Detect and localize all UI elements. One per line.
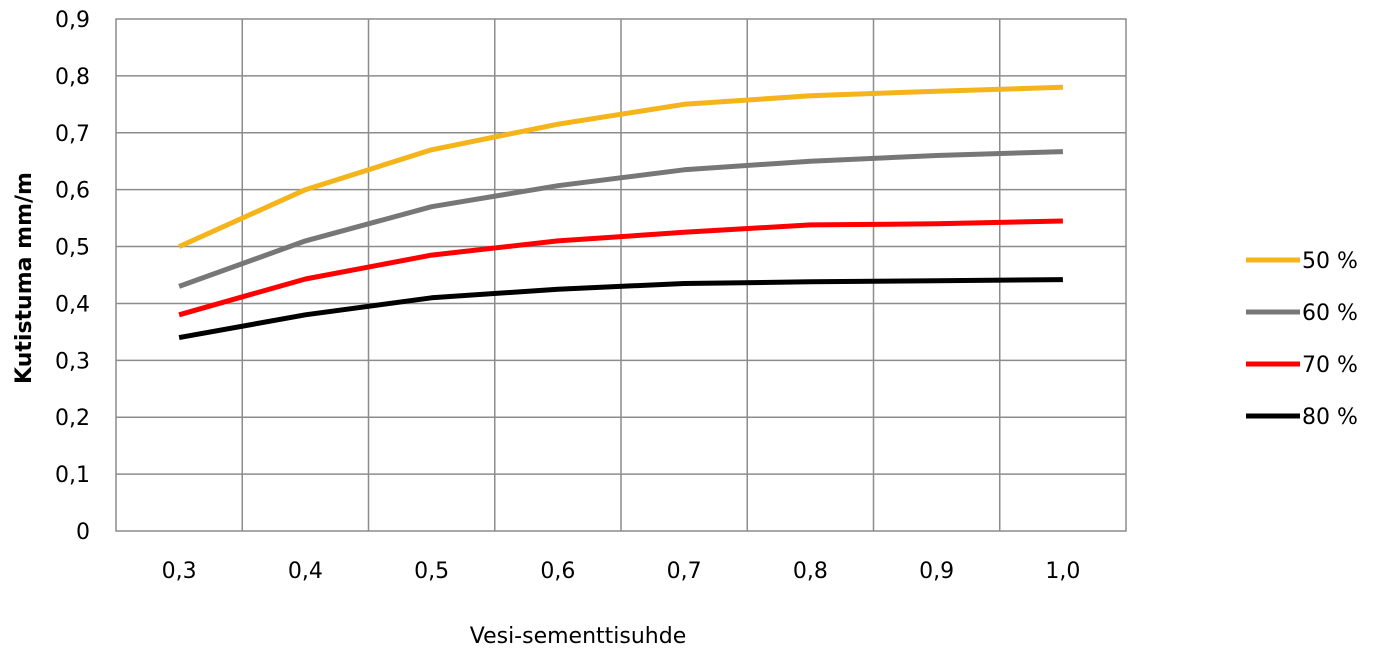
series-line-50 [178,84,1063,249]
y-tick-label: 0,8 [55,65,90,90]
y-tick-label: 0,2 [55,406,90,431]
y-tick-label: 0,7 [55,122,90,147]
y-tick-label: 0,1 [55,463,90,488]
plot-area-border [115,18,1127,532]
x-tick-label: 0,9 [919,559,954,584]
series-lines [178,84,1063,341]
x-tick-label: 0,3 [162,559,197,584]
y-tick-label: 0 [76,520,90,545]
series-line-70 [178,218,1063,318]
y-tick-label: 0,9 [55,8,90,33]
legend-label: 50 % [1302,249,1358,274]
legend-label: 60 % [1302,301,1358,326]
x-tick-label: 1,0 [1045,559,1080,584]
x-tick-label: 0,7 [667,559,702,584]
y-axis-title: Kutistuma mm/m [12,172,37,384]
x-tick-label: 0,6 [540,559,575,584]
series-line-80 [178,277,1063,341]
legend-label: 70 % [1302,353,1358,378]
series-line-60 [178,149,1063,289]
grid [116,19,1126,531]
legend: 50 % 60 % 70 % 80 % [1246,249,1358,430]
y-tick-label: 0,6 [55,179,90,204]
y-tick-label: 0,3 [55,349,90,374]
y-axis-ticks: 0 0,1 0,2 0,3 0,4 0,5 0,6 0,7 0,8 0,9 [55,8,90,545]
legend-label: 80 % [1302,405,1358,430]
x-axis-title: Vesi-sementtisuhde [470,624,687,649]
y-tick-label: 0,5 [55,236,90,261]
x-tick-label: 0,5 [414,559,449,584]
x-tick-label: 0,8 [793,559,828,584]
x-axis-ticks: 0,3 0,4 0,5 0,6 0,7 0,8 0,9 1,0 [162,559,1081,584]
y-tick-label: 0,4 [55,292,90,317]
x-tick-label: 0,4 [288,559,323,584]
